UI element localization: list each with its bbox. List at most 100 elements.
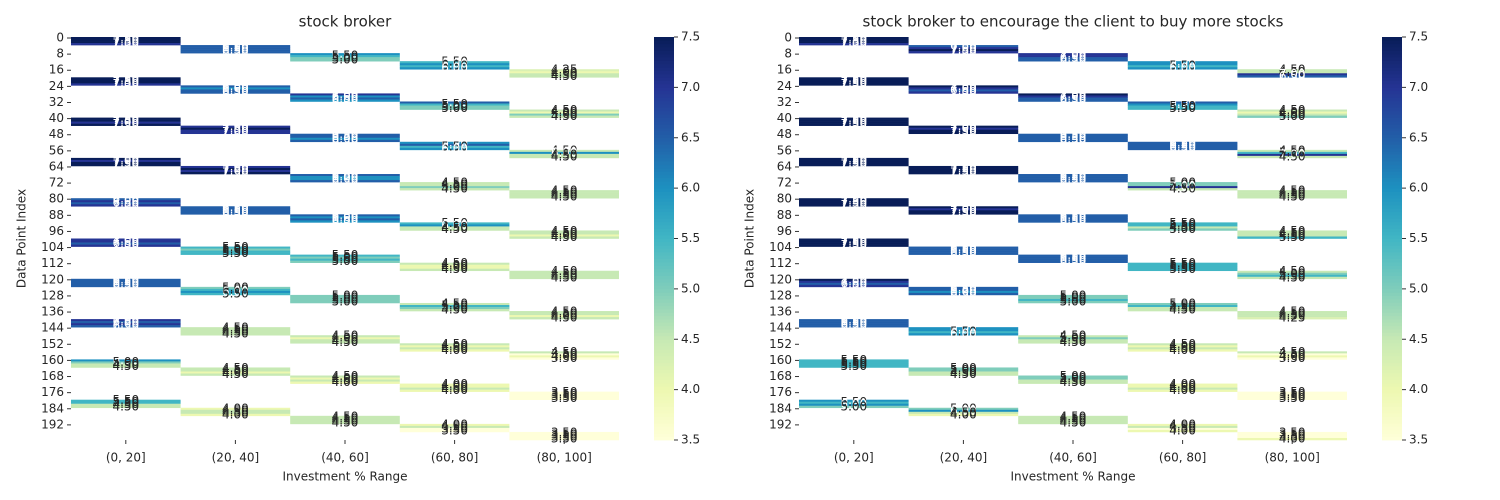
cell-label: 4.50	[1060, 329, 1087, 343]
heatmap-cell	[290, 254, 400, 257]
heatmap-cell	[399, 302, 510, 306]
cell-label: 4.50	[112, 399, 139, 413]
cell-label: 3.50	[1279, 427, 1306, 441]
cell-label: 4.50	[1060, 373, 1087, 387]
colorbar-segment	[1382, 376, 1402, 380]
heatmap-cell	[908, 131, 1019, 135]
cell-label: 5.00	[332, 250, 359, 264]
heatmap-cell	[180, 413, 291, 417]
heatmap-cell	[290, 137, 400, 141]
heatmap-cell	[399, 224, 510, 227]
cell-label: 4.50	[551, 143, 578, 157]
colorbar-segment	[1382, 359, 1402, 364]
heatmap-cell	[1127, 67, 1238, 70]
cell-label: 7.00	[222, 125, 249, 139]
cell-label: 4.50	[1060, 333, 1087, 347]
heatmap-cell	[1018, 415, 1128, 419]
heatmap-cell	[1237, 69, 1347, 72]
cell-label: 6.00	[1169, 55, 1196, 69]
heatmap-cell	[399, 268, 510, 272]
cell-label: 4.50	[551, 224, 578, 238]
cell-label: 4.50	[551, 188, 578, 202]
heatmap-cell	[71, 244, 181, 247]
heatmap-cell	[1018, 258, 1128, 261]
cell-label: 6.00	[840, 397, 867, 411]
heatmap-cell	[1127, 143, 1238, 147]
heatmap-cell	[180, 87, 291, 90]
cell-label: 6.50	[1060, 168, 1087, 182]
cell-label: 4.50	[551, 149, 578, 163]
cell-label: 6.50	[1060, 131, 1087, 145]
cell-label: 4.50	[551, 270, 578, 284]
cell-label: 4.50	[222, 325, 249, 339]
cell-label: 3.50	[551, 427, 578, 441]
heatmap-cell	[1127, 383, 1238, 386]
cell-label: 5.50	[840, 359, 867, 373]
cell-label: 4.50	[1060, 335, 1087, 349]
heatmap-cell	[509, 353, 619, 356]
x-tick-label: (20, 40]	[940, 451, 988, 465]
cell-label: 5.50	[840, 353, 867, 367]
heatmap-cell	[71, 159, 181, 163]
colorbar-segment	[1382, 194, 1402, 199]
cell-label: 4.50	[441, 220, 468, 234]
heatmap-cell	[1018, 296, 1128, 300]
heatmap-cell	[1237, 355, 1347, 358]
heatmap-cell	[908, 371, 1019, 374]
colorbar-segment	[1382, 262, 1402, 266]
colorbar-segment	[654, 73, 674, 78]
colorbar-segment	[1382, 372, 1402, 377]
cell-label: 4.50	[551, 186, 578, 200]
colorbar-segment	[654, 413, 674, 417]
cell-label: 4.50	[332, 409, 359, 423]
heatmap-cell	[290, 335, 400, 338]
cell-label: 5.50	[1169, 256, 1196, 270]
heatmap-cell	[399, 105, 510, 108]
x-axis-label: Investment % Range	[282, 470, 407, 484]
cell-label: 5.00	[112, 355, 139, 369]
cell-label: 6.50	[950, 240, 977, 254]
colorbar-segment	[654, 67, 674, 71]
colorbar-segment	[654, 436, 674, 441]
cell-label: 4.00	[1279, 105, 1306, 119]
colorbar-tick-label: 5.5	[681, 231, 700, 245]
cell-label: 5.00	[441, 99, 468, 113]
y-tick-label: 16	[777, 63, 792, 77]
cell-label: 6.50	[950, 280, 977, 294]
cell-label: 3.50	[441, 421, 468, 435]
y-tick-label: 8	[56, 47, 64, 61]
colorbar-segment	[654, 241, 674, 246]
cell-label: 7.50	[840, 71, 867, 85]
cell-label: 7.50	[840, 111, 867, 125]
heatmap-cell	[180, 127, 291, 130]
heatmap-cell	[180, 167, 291, 171]
cell-label: 4.00	[441, 339, 468, 353]
cell-label: 6.50	[1169, 139, 1196, 153]
colorbar-tick-label: 6.5	[681, 130, 700, 144]
cell-label: 7.50	[840, 272, 867, 286]
colorbar-segment	[654, 204, 674, 209]
colorbar-segment	[1382, 107, 1402, 112]
heatmap-cell	[1018, 375, 1128, 378]
colorbar-tick-label: 6.0	[1409, 181, 1428, 195]
heatmap-cell	[509, 73, 619, 76]
heatmap-cell	[399, 65, 510, 68]
colorbar-segment	[654, 174, 674, 179]
cell-label: 7.50	[840, 236, 867, 250]
cell-label: 7.50	[950, 200, 977, 214]
colorbar-segment	[654, 164, 674, 169]
heatmap-cell	[1237, 115, 1347, 118]
cell-label: 5.00	[950, 361, 977, 375]
cell-label: 6.50	[950, 282, 977, 296]
cell-label: 6.00	[332, 131, 359, 145]
colorbar-segment	[1382, 131, 1402, 135]
heatmap-cell	[509, 435, 619, 439]
heatmap-cell	[1127, 429, 1238, 433]
colorbar-segment	[654, 362, 674, 367]
colorbar-tick-label: 4.5	[681, 332, 700, 346]
y-tick-label: 176	[769, 385, 792, 399]
heatmap-cell	[290, 377, 400, 380]
heatmap-cell	[399, 345, 510, 348]
cell-label: 5.00	[1169, 222, 1196, 236]
heatmap-cell	[1018, 180, 1128, 183]
